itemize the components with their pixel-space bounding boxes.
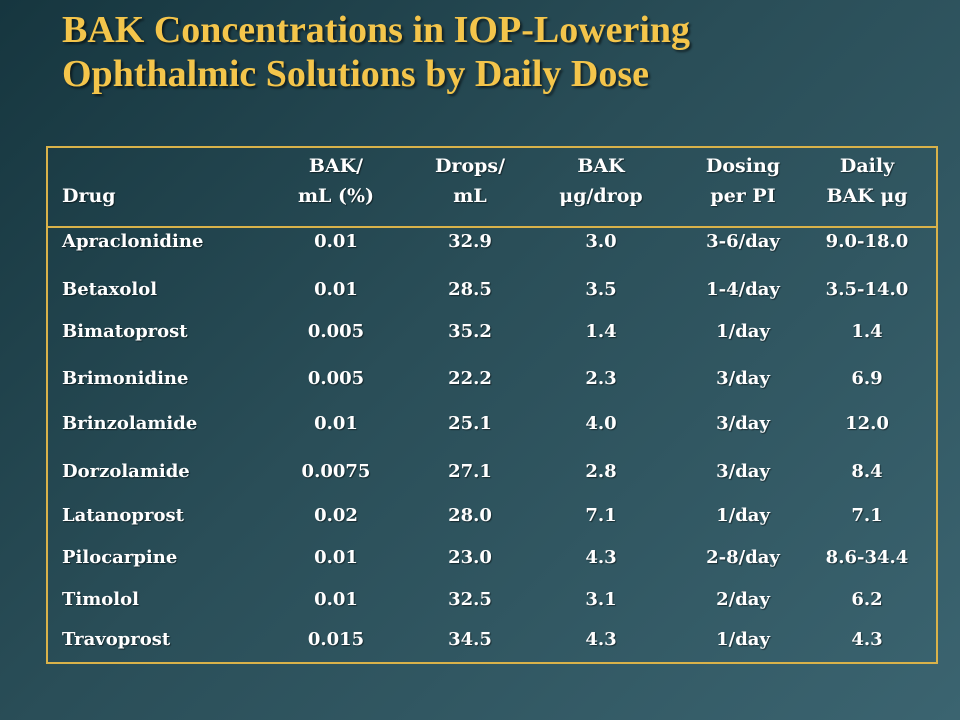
cell-drug: Betaxolol	[62, 279, 158, 300]
header-drug-line-1	[62, 154, 116, 178]
cell-drops-per-ml: 27.1	[448, 461, 492, 482]
slide-title: BAK Concentrations in IOP-Lowering Ophth…	[62, 8, 942, 96]
cell-bak-ug-per-drop: 1.4	[585, 321, 617, 342]
cell-daily-bak-ug: 1.4	[851, 321, 883, 342]
cell-daily-bak-ug: 3.5-14.0	[825, 279, 909, 300]
cell-bak-ug-per-drop: 2.3	[585, 368, 617, 389]
header-drops-per-ml-line-1: Drops/	[434, 155, 506, 177]
table-row: Betaxolol 0.01 28.5 3.5 1-4/day 3.5-14.0	[48, 278, 936, 304]
header-daily-bak-ug-line-2: BAK μg	[826, 185, 908, 207]
cell-drug: Dorzolamide	[62, 461, 190, 482]
cell-bak-ug-per-drop: 7.1	[585, 505, 617, 526]
cell-bak-per-ml: 0.005	[307, 368, 365, 389]
cell-dosing-per-pi: 3/day	[716, 413, 770, 434]
header-dosing-per-pi: Dosing per PI	[678, 154, 808, 208]
cell-bak-ug-per-drop: 3.1	[585, 589, 617, 610]
header-bak-per-ml: BAK/mL (%)	[286, 154, 386, 208]
bak-table: Drug BAK/mL (%) Drops/mL BAK μg/drop Dosing pe…	[46, 146, 938, 664]
cell-dosing-per-pi: 1-4/day	[706, 279, 780, 300]
cell-bak-ug-per-drop: 3.0	[585, 231, 617, 252]
header-bak-per-ml-line-2: mL (%)	[297, 185, 375, 207]
cell-dosing-per-pi: 2-8/day	[706, 547, 780, 568]
header-drops-per-ml: Drops/mL	[420, 154, 520, 208]
table-row: Brinzolamide 0.01 25.1 4.0 3/day 12.0	[48, 412, 936, 438]
cell-bak-per-ml: 0.005	[307, 321, 365, 342]
cell-daily-bak-ug: 8.6-34.4	[825, 547, 909, 568]
table-row: Dorzolamide 0.0075 27.1 2.8 3/day 8.4	[48, 460, 936, 486]
cell-drops-per-ml: 35.2	[448, 321, 492, 342]
cell-drops-per-ml: 22.2	[448, 368, 492, 389]
cell-drops-per-ml: 32.5	[448, 589, 492, 610]
cell-bak-per-ml: 0.02	[314, 505, 358, 526]
cell-drops-per-ml: 28.5	[448, 279, 492, 300]
table-row: Timolol 0.01 32.5 3.1 2/day 6.2	[48, 588, 936, 614]
cell-bak-per-ml: 0.01	[314, 589, 358, 610]
cell-bak-ug-per-drop: 4.3	[585, 547, 617, 568]
cell-daily-bak-ug: 8.4	[851, 461, 883, 482]
cell-bak-per-ml: 0.01	[314, 279, 358, 300]
table-row: Apraclonidine 0.01 32.9 3.0 3-6/day 9.0-18.0	[48, 230, 936, 256]
header-divider	[48, 226, 936, 228]
slide-title-line-2: Ophthalmic Solutions by Daily Dose	[62, 53, 649, 95]
cell-drops-per-ml: 23.0	[448, 547, 492, 568]
cell-drops-per-ml: 25.1	[448, 413, 492, 434]
cell-bak-per-ml: 0.0075	[301, 461, 371, 482]
cell-drops-per-ml: 28.0	[448, 505, 492, 526]
cell-drops-per-ml: 34.5	[448, 629, 492, 650]
cell-bak-per-ml: 0.01	[314, 547, 358, 568]
cell-bak-ug-per-drop: 3.5	[585, 279, 617, 300]
cell-daily-bak-ug: 4.3	[851, 629, 883, 650]
cell-drug: Apraclonidine	[62, 231, 204, 252]
cell-bak-per-ml: 0.01	[314, 231, 358, 252]
table-row: Travoprost 0.015 34.5 4.3 1/day 4.3	[48, 628, 936, 654]
cell-daily-bak-ug: 6.9	[851, 368, 883, 389]
cell-dosing-per-pi: 2/day	[716, 589, 770, 610]
slide-title-line-1: BAK Concentrations in IOP-Lowering	[62, 9, 691, 51]
cell-drug: Timolol	[62, 589, 139, 610]
header-daily-bak-ug-line-1: Daily	[839, 155, 895, 177]
header-dosing-per-pi-line-2: per PI	[710, 185, 776, 207]
cell-drug: Latanoprost	[62, 505, 184, 526]
cell-drug: Brimonidine	[62, 368, 189, 389]
table-row: Latanoprost 0.02 28.0 7.1 1/day 7.1	[48, 504, 936, 530]
cell-dosing-per-pi: 3-6/day	[706, 231, 780, 252]
cell-drops-per-ml: 32.9	[448, 231, 492, 252]
header-bak-ug-per-drop: BAK μg/drop	[546, 154, 656, 208]
header-drug: Drug	[62, 154, 116, 208]
cell-daily-bak-ug: 7.1	[851, 505, 883, 526]
header-daily-bak-ug: Daily BAK μg	[812, 154, 922, 208]
header-drug-line-2: Drug	[62, 185, 116, 207]
cell-dosing-per-pi: 3/day	[716, 368, 770, 389]
header-bak-ug-per-drop-line-2: μg/drop	[559, 185, 643, 207]
cell-bak-per-ml: 0.015	[307, 629, 365, 650]
cell-bak-ug-per-drop: 2.8	[585, 461, 617, 482]
table-row: Bimatoprost 0.005 35.2 1.4 1/day 1.4	[48, 320, 936, 346]
cell-drug: Bimatoprost	[62, 321, 188, 342]
cell-daily-bak-ug: 12.0	[845, 413, 889, 434]
header-drops-per-ml-line-2: mL	[453, 185, 487, 207]
cell-dosing-per-pi: 3/day	[716, 461, 770, 482]
cell-bak-per-ml: 0.01	[314, 413, 358, 434]
cell-drug: Pilocarpine	[62, 547, 178, 568]
cell-daily-bak-ug: 9.0-18.0	[825, 231, 909, 252]
cell-bak-ug-per-drop: 4.3	[585, 629, 617, 650]
cell-dosing-per-pi: 1/day	[716, 629, 770, 650]
cell-drug: Travoprost	[62, 629, 171, 650]
cell-bak-ug-per-drop: 4.0	[585, 413, 617, 434]
cell-dosing-per-pi: 1/day	[716, 321, 770, 342]
cell-daily-bak-ug: 6.2	[851, 589, 883, 610]
header-bak-ug-per-drop-line-1: BAK	[577, 155, 625, 177]
header-dosing-per-pi-line-1: Dosing	[705, 155, 781, 177]
header-bak-per-ml-line-1: BAK/	[308, 155, 364, 177]
table-row: Brimonidine 0.005 22.2 2.3 3/day 6.9	[48, 367, 936, 393]
cell-drug: Brinzolamide	[62, 413, 198, 434]
table-row: Pilocarpine 0.01 23.0 4.3 2-8/day 8.6-34.4	[48, 546, 936, 572]
cell-dosing-per-pi: 1/day	[716, 505, 770, 526]
